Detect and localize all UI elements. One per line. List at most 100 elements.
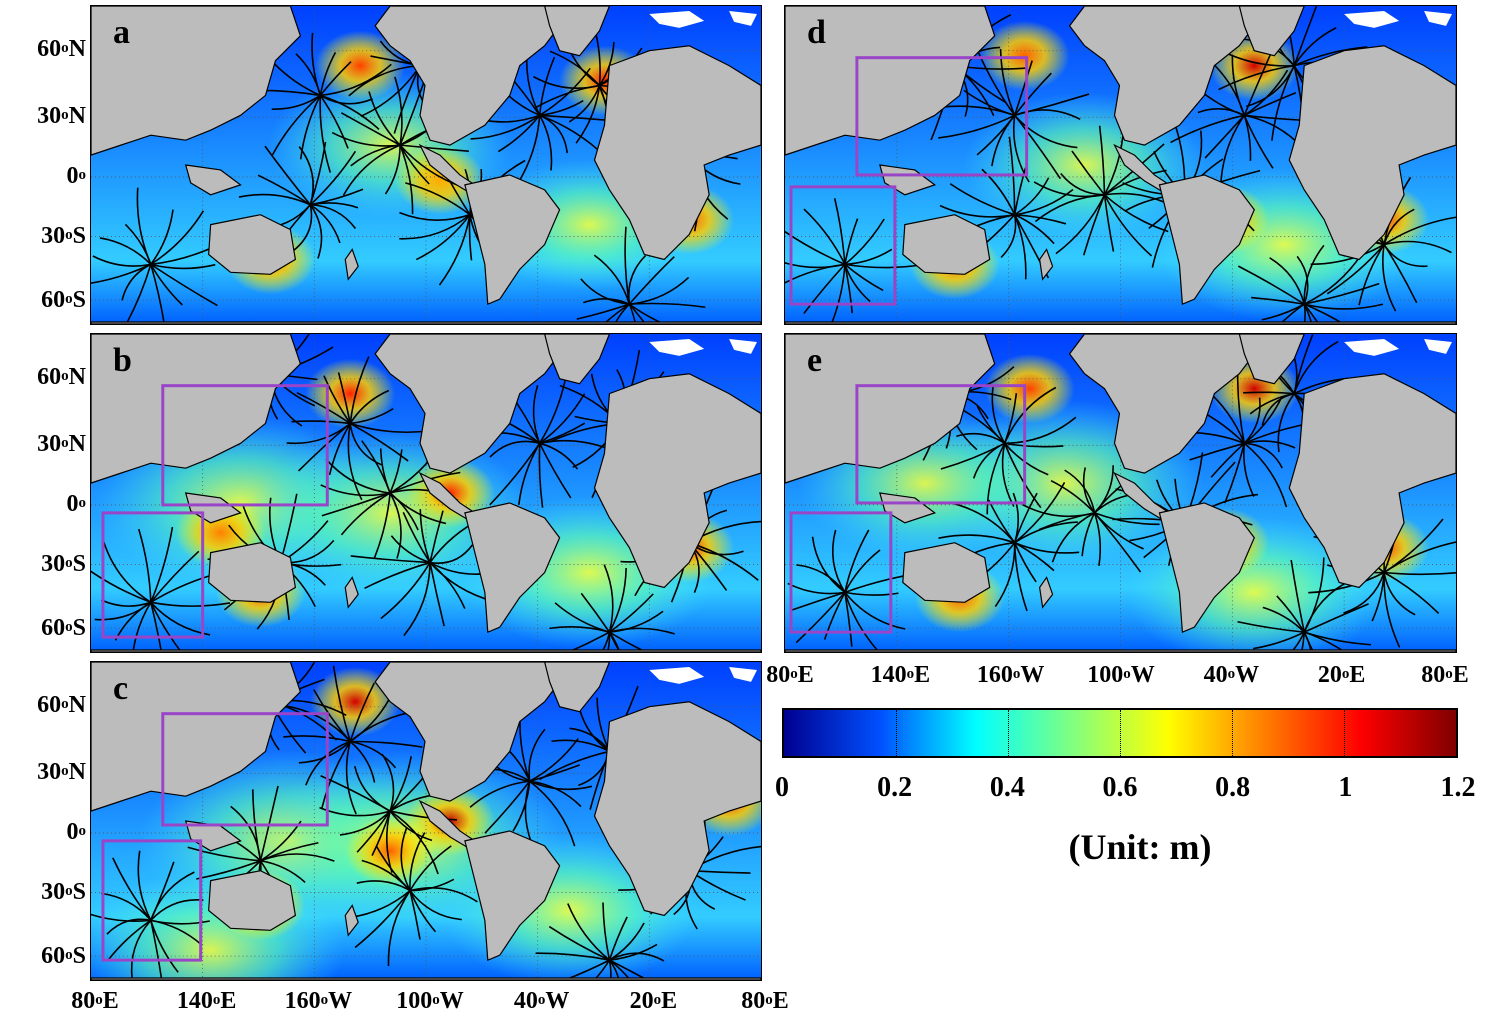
cotidal-line — [271, 94, 321, 156]
cotidal-line — [320, 94, 380, 130]
cotidal-line — [349, 422, 409, 462]
cotidal-line — [91, 913, 151, 922]
cotidal-line — [1383, 216, 1456, 246]
cotidal-line — [260, 859, 306, 883]
cotidal-line — [150, 210, 205, 266]
cotidal-line — [529, 780, 593, 791]
cotidal-line — [1104, 169, 1167, 196]
study-region-box — [161, 712, 329, 827]
cotidal-line — [609, 610, 664, 633]
cotidal-line — [1243, 51, 1273, 116]
land-mass — [785, 334, 996, 484]
cotidal-line — [628, 303, 637, 324]
land-mass — [902, 542, 991, 603]
ice-patch — [729, 666, 758, 682]
cotidal-line — [576, 303, 630, 320]
cotidal-line — [1218, 64, 1295, 91]
cotidal-line — [1358, 244, 1385, 306]
cotidal-line — [628, 255, 647, 305]
land-mass — [1238, 6, 1305, 57]
cotidal-line — [1293, 6, 1318, 66]
cotidal-line — [125, 264, 152, 324]
cotidal-line — [551, 739, 610, 753]
cotidal-line — [389, 756, 412, 812]
cotidal-line — [844, 592, 853, 647]
land-mass — [1158, 502, 1255, 633]
ice-patch — [729, 10, 758, 26]
land-mass — [1288, 45, 1456, 261]
cotidal-line — [293, 204, 313, 252]
cotidal-line — [1243, 92, 1297, 117]
cotidal-line — [608, 631, 621, 652]
cotidal-line — [1277, 393, 1295, 453]
ice-patch — [649, 10, 705, 28]
cotidal-line — [830, 264, 846, 324]
cotidal-line — [137, 850, 152, 921]
land-mass — [544, 662, 611, 713]
cotidal-line — [332, 665, 351, 742]
map-panel-c: c — [90, 661, 762, 981]
lon-tick-label: 160oW — [284, 988, 353, 1014]
cotidal-line — [628, 303, 667, 324]
high-amplitude-region — [345, 816, 435, 886]
lat-tick-label: 0o — [66, 819, 87, 845]
cotidal-line — [1244, 440, 1296, 449]
colorbar — [782, 708, 1458, 758]
cotidal-line — [976, 114, 1016, 156]
colorbar-divider — [1120, 710, 1121, 756]
cotidal-line — [389, 810, 433, 842]
cotidal-line — [600, 631, 611, 652]
cotidal-line — [379, 448, 391, 494]
cotidal-line — [1210, 442, 1245, 478]
land-mass — [208, 214, 297, 275]
cotidal-line — [364, 561, 431, 589]
cotidal-line — [1014, 213, 1055, 245]
cotidal-line — [844, 218, 859, 265]
cotidal-line — [399, 144, 414, 215]
cotidal-line — [349, 423, 382, 466]
cotidal-line — [259, 785, 279, 861]
cotidal-line — [1103, 194, 1115, 252]
land-mass — [208, 542, 297, 603]
cotidal-line — [1237, 265, 1305, 305]
cotidal-line — [107, 919, 152, 961]
cotidal-line — [1014, 541, 1055, 572]
cotidal-line — [844, 592, 878, 651]
cotidal-line — [844, 591, 906, 630]
cotidal-line — [1231, 56, 1246, 116]
panel-label-b: b — [113, 342, 132, 379]
cotidal-line — [538, 114, 553, 171]
cotidal-line — [340, 112, 401, 146]
cotidal-line — [533, 75, 600, 90]
cotidal-line — [1203, 92, 1245, 117]
cotidal-line — [963, 89, 1015, 117]
colorbar-tick: 1 — [1338, 772, 1353, 803]
cotidal-line — [328, 423, 351, 476]
cotidal-line — [410, 878, 455, 892]
cotidal-line — [409, 845, 452, 891]
land-mass — [344, 576, 359, 609]
cotidal-line — [272, 62, 321, 97]
lon-tick-label: 80oE — [71, 988, 119, 1014]
cotidal-line — [373, 492, 391, 559]
cotidal-line — [349, 740, 376, 783]
cotidal-line — [91, 263, 152, 285]
cotidal-line — [399, 211, 471, 221]
cotidal-line — [390, 535, 431, 564]
land-mass — [593, 45, 761, 261]
lon-tick-label: 80oE — [766, 662, 814, 688]
cotidal-line — [323, 375, 351, 424]
colorbar-divider — [1008, 710, 1009, 756]
cotidal-line — [562, 959, 610, 980]
cotidal-line — [568, 85, 601, 123]
cotidal-line — [309, 150, 357, 206]
cotidal-line — [609, 922, 645, 961]
cotidal-line — [844, 591, 899, 596]
cotidal-line — [321, 492, 391, 517]
cotidal-line — [606, 632, 611, 652]
cotidal-line — [349, 682, 376, 742]
cotidal-line — [1383, 244, 1418, 304]
cotidal-line — [345, 741, 357, 815]
cotidal-line — [609, 943, 658, 961]
cotidal-line — [132, 601, 152, 650]
